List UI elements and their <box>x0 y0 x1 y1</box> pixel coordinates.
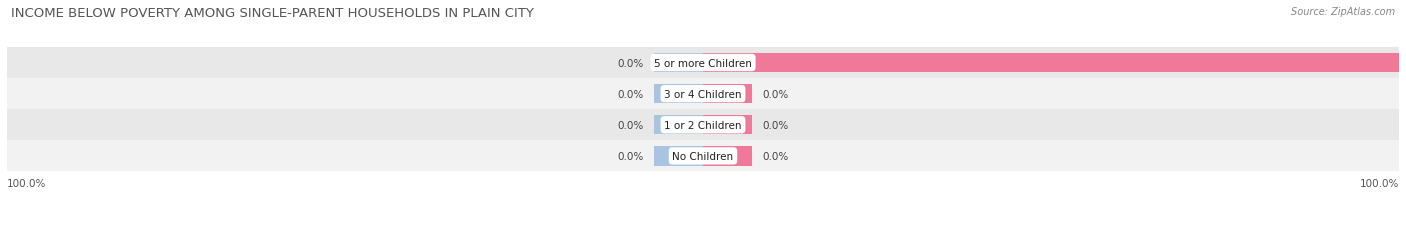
Bar <box>7 110 1399 141</box>
Text: 0.0%: 0.0% <box>617 58 644 68</box>
Bar <box>7 79 1399 110</box>
Text: 0.0%: 0.0% <box>762 89 789 99</box>
Bar <box>7 141 1399 172</box>
Text: INCOME BELOW POVERTY AMONG SINGLE-PARENT HOUSEHOLDS IN PLAIN CITY: INCOME BELOW POVERTY AMONG SINGLE-PARENT… <box>11 7 534 20</box>
Bar <box>703 116 752 135</box>
Bar <box>703 147 752 166</box>
Bar <box>7 48 1399 79</box>
Text: 3 or 4 Children: 3 or 4 Children <box>664 89 742 99</box>
Bar <box>654 147 703 166</box>
Bar <box>703 85 752 104</box>
Text: 100.0%: 100.0% <box>7 179 46 188</box>
Bar <box>654 85 703 104</box>
Text: 5 or more Children: 5 or more Children <box>654 58 752 68</box>
Bar <box>703 54 1399 73</box>
Text: No Children: No Children <box>672 151 734 161</box>
Text: 0.0%: 0.0% <box>762 151 789 161</box>
Legend: Single Father, Single Mother: Single Father, Single Mother <box>609 229 797 231</box>
Text: Source: ZipAtlas.com: Source: ZipAtlas.com <box>1291 7 1395 17</box>
Text: 1 or 2 Children: 1 or 2 Children <box>664 120 742 130</box>
Text: 0.0%: 0.0% <box>617 89 644 99</box>
Text: 0.0%: 0.0% <box>617 120 644 130</box>
Bar <box>654 54 703 73</box>
Bar <box>654 116 703 135</box>
Text: 0.0%: 0.0% <box>617 151 644 161</box>
Text: 100.0%: 100.0% <box>1360 179 1399 188</box>
Text: 0.0%: 0.0% <box>762 120 789 130</box>
